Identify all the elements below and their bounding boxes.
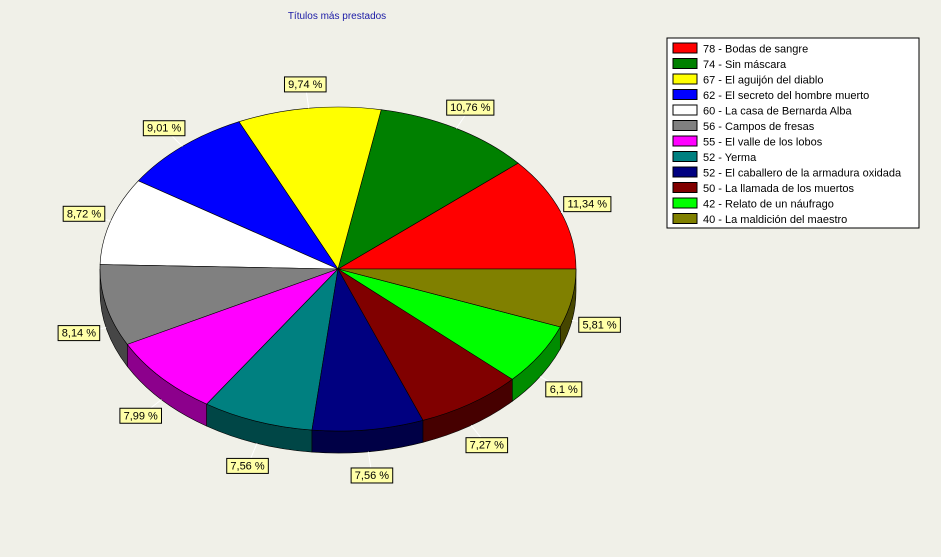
percentage-label-3: 9,01 % (142, 120, 186, 137)
legend-entry-5: 56 - Campos de fresas (703, 121, 815, 133)
percentage-label-6: 7,99 % (119, 407, 163, 424)
legend: 78 - Bodas de sangre 74 - Sin máscara 67 -… (666, 37, 920, 229)
legend-entry-0: 78 - Bodas de sangre (703, 44, 808, 56)
legend-swatch-1 (672, 58, 698, 69)
percentage-label-7: 7,56 % (226, 457, 269, 474)
svg-text:6,1 %: 6,1 % (550, 384, 578, 396)
pie-slice-1 (337, 109, 519, 270)
pie-slice-2 (238, 106, 382, 270)
legend-swatch-5 (672, 120, 698, 131)
percentage-label-1: 10,76 % (446, 99, 495, 116)
legend-entry-8: 52 - El caballero de la armadura oxidada (703, 168, 902, 180)
svg-text:10,76 %: 10,76 % (450, 102, 491, 114)
svg-text:11,34 %: 11,34 % (568, 199, 608, 211)
svg-text:7,56 %: 7,56 % (230, 460, 264, 472)
legend-swatch-11 (672, 213, 698, 224)
legend-entry-1: 74 - Sin máscara (703, 59, 787, 71)
legend-swatch-4 (672, 104, 698, 116)
legend-swatch-6 (672, 135, 698, 147)
legend-swatch-8 (672, 166, 698, 178)
pie-slice-8 (311, 268, 424, 432)
legend-swatch-2 (672, 73, 698, 85)
svg-text:9,01 %: 9,01 % (147, 123, 181, 135)
percentage-label-4: 8,72 % (62, 205, 106, 222)
percentage-label-5: 8,14 % (57, 325, 101, 342)
svg-text:5,81 %: 5,81 % (582, 319, 616, 331)
legend-box (666, 37, 920, 229)
pie-slice-9 (337, 268, 513, 421)
percentage-label-10: 6,1 % (545, 381, 583, 398)
percentage-label-0: 11,34 % (563, 196, 612, 213)
pie-slice-3 (137, 121, 339, 270)
pie-slice-6 (126, 268, 339, 405)
legend-swatch-10 (672, 197, 698, 209)
svg-text:8,72 %: 8,72 % (67, 208, 101, 220)
legend-entry-2: 67 - El aguijón del diablo (703, 75, 823, 87)
legend-swatch-9 (672, 182, 698, 193)
chart-title: Títulos más prestados (288, 11, 386, 22)
pie-slice-7 (206, 268, 339, 431)
legend-entry-6: 55 - El valle de los lobos (703, 137, 823, 149)
percentage-label-2: 9,74 % (283, 76, 327, 93)
percentage-label-8: 7,56 % (350, 467, 394, 484)
svg-text:7,27 %: 7,27 % (470, 440, 504, 452)
legend-entry-4: 60 - La casa de Bernarda Alba (703, 106, 852, 118)
svg-text:9,74 %: 9,74 % (288, 79, 322, 91)
pie-layer (78, 84, 600, 476)
percentage-label-9: 7,27 % (465, 437, 509, 454)
svg-text:7,99 %: 7,99 % (124, 410, 158, 422)
svg-text:7,56 %: 7,56 % (355, 470, 389, 482)
legend-swatch-3 (672, 89, 698, 100)
legend-entry-9: 50 - La llamada de los muertos (703, 183, 855, 195)
pie-slice-11 (337, 268, 577, 328)
legend-entry-11: 40 - La maldición del maestro (703, 214, 847, 226)
legend-swatch-0 (672, 42, 698, 54)
legend-entry-3: 62 - El secreto del hombre muerto (703, 90, 869, 102)
pie-slice-4 (99, 180, 339, 270)
legend-swatch-7 (672, 151, 698, 162)
svg-text:8,14 %: 8,14 % (62, 328, 96, 340)
pie-slice-5 (99, 264, 339, 345)
legend-entry-10: 42 - Relato de un náufrago (703, 199, 834, 211)
percentage-labels: 11,34 % 10,76 % 9,74 % 9,01 % 8,72 % 8,14 % 7,… (57, 76, 621, 484)
percentage-label-11: 5,81 % (578, 316, 621, 333)
legend-entry-7: 52 - Yerma (703, 152, 757, 164)
